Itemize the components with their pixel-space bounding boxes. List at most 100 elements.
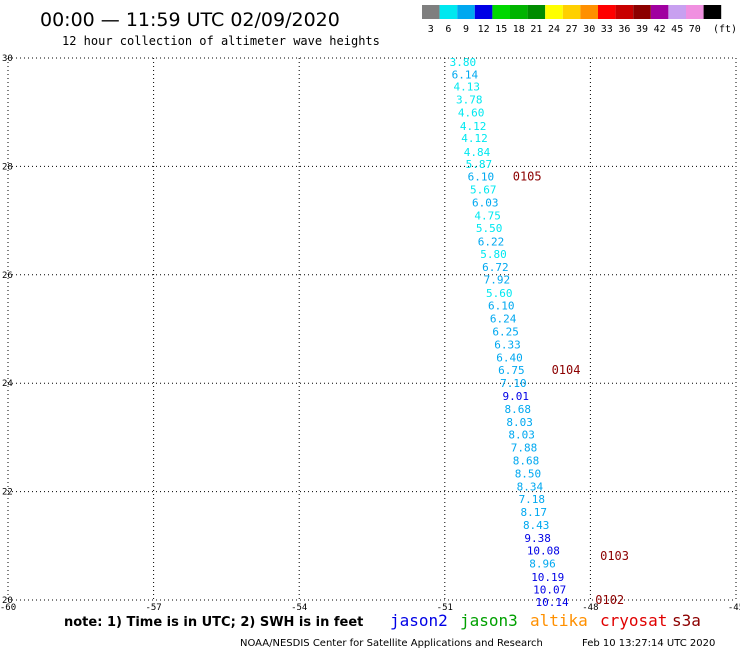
wave-height-label: 8.03 — [508, 429, 535, 442]
wave-height-label: 4.12 — [460, 120, 487, 133]
y-tick-label: 30 — [2, 54, 13, 64]
legend-swatch — [598, 5, 616, 19]
y-tick-label: 26 — [2, 271, 13, 281]
legend-swatch-label: 12 — [478, 24, 490, 35]
x-tick-label: -57 — [145, 603, 161, 613]
legend-swatch-label: 24 — [548, 24, 560, 35]
wave-height-label: 9.01 — [503, 390, 530, 403]
x-axis-ticks: -60 -57 -54 -51 -48 -45 — [0, 603, 740, 613]
wave-height-label: 6.14 — [452, 68, 479, 81]
legend-swatch — [562, 5, 581, 19]
wave-height-label: 7.18 — [519, 493, 546, 506]
legend-swatch — [615, 5, 634, 19]
wave-height-label: 8.03 — [506, 416, 533, 429]
legend-swatch — [457, 5, 475, 19]
wave-height-label: 6.10 — [488, 300, 514, 313]
satellite-name: altika — [530, 611, 588, 630]
wave-height-label: 6.03 — [472, 197, 499, 210]
wave-height-label: 4.13 — [454, 81, 481, 94]
y-tick-label: 28 — [2, 162, 13, 172]
legend-swatch-label: 70 — [689, 24, 701, 35]
wave-height-label: 4.60 — [458, 107, 485, 120]
wave-height-label: 9.38 — [524, 532, 551, 545]
legend-swatch — [650, 5, 669, 19]
x-tick-label: -45 — [728, 603, 740, 613]
color-scale-legend: 3 6 9 12 15 18 21 24 27 30 33 36 39 42 45 70 — [422, 5, 722, 35]
wave-height-label: 5.87 — [466, 158, 493, 171]
wave-height-label: 6.72 — [482, 261, 509, 274]
pass-id-label: 0104 — [552, 363, 581, 377]
satellite-name: jason2 — [390, 611, 448, 630]
wave-height-label: 10.07 — [533, 584, 566, 597]
legend-swatch-label: 33 — [601, 24, 613, 35]
wave-height-label: 8.34 — [517, 481, 544, 494]
wave-height-label: 3.78 — [456, 94, 483, 107]
chart-grid — [7, 57, 737, 601]
legend-swatch-label: 3 — [428, 24, 434, 35]
wave-height-label: 6.40 — [496, 352, 523, 365]
wave-height-label: 10.19 — [531, 571, 564, 584]
wave-height-label: 6.25 — [492, 326, 519, 339]
x-tick-label: -54 — [291, 603, 307, 613]
legend-swatch — [633, 5, 651, 19]
wave-height-label: 6.10 — [468, 171, 495, 184]
wave-height-label: 8.17 — [521, 506, 548, 519]
chart-subtitle: 12 hour collection of altimeter wave hei… — [62, 34, 380, 48]
satellite-name: jason3 — [460, 611, 518, 630]
pass-labels: 0105 0104 0103 0102 — [513, 170, 629, 607]
y-tick-label: 22 — [2, 488, 13, 498]
legend-swatch-label: 18 — [513, 24, 525, 35]
legend-swatch — [492, 5, 510, 19]
x-tick-label: -51 — [437, 603, 453, 613]
satellite-legend: jason2 jason3 altika cryosat s3a — [390, 611, 701, 630]
legend-swatch — [439, 5, 458, 19]
pass-id-label: 0105 — [513, 170, 542, 184]
wave-height-label: 4.75 — [474, 210, 501, 223]
wave-height-label: 8.50 — [515, 468, 542, 481]
legend-swatch — [580, 5, 598, 19]
legend-swatch — [527, 5, 546, 19]
legend-swatch — [703, 5, 722, 19]
wave-height-label: 5.50 — [476, 222, 503, 235]
wave-height-label: 4.12 — [461, 132, 488, 145]
pass-id-label: 0103 — [600, 549, 629, 563]
wave-height-label: 7.10 — [500, 377, 527, 390]
legend-swatch — [474, 5, 493, 19]
legend-swatch-label: 6 — [445, 24, 451, 35]
wave-height-label: 8.68 — [513, 455, 540, 468]
wave-height-label: 6.24 — [490, 313, 517, 326]
wave-height-points: 3.806.144.133.784.604.124.124.845.876.10… — [450, 56, 569, 609]
legend-swatch-label: 30 — [583, 24, 595, 35]
y-axis-ticks: 20 22 24 26 28 30 — [2, 54, 13, 606]
legend-swatch — [510, 5, 528, 19]
wave-height-label: 7.92 — [484, 274, 511, 287]
legend-swatch-label: 39 — [636, 24, 648, 35]
legend-swatch-label: 21 — [530, 24, 542, 35]
y-tick-label: 24 — [2, 379, 13, 389]
wave-height-label: 6.33 — [494, 339, 520, 352]
wave-height-label: 10.14 — [536, 596, 569, 609]
satellite-name: cryosat — [600, 611, 667, 630]
wave-height-label: 8.68 — [504, 403, 530, 416]
wave-height-label: 5.80 — [480, 248, 507, 261]
wave-height-label: 8.96 — [529, 558, 556, 571]
legend-swatch-label: 15 — [495, 24, 507, 35]
footer-credit: NOAA/NESDIS Center for Satellite Applica… — [240, 638, 543, 649]
legend-swatch — [668, 5, 686, 19]
x-tick-label: -48 — [582, 603, 598, 613]
legend-swatch-label: 27 — [566, 24, 578, 35]
pass-id-label: 0102 — [595, 593, 624, 607]
wave-height-label: 6.22 — [478, 236, 505, 249]
legend-swatch-label: 45 — [671, 24, 683, 35]
wave-height-label: 8.43 — [523, 519, 550, 532]
footer-note: note: 1) Time is in UTC; 2) SWH is in fe… — [64, 615, 363, 630]
x-tick-label: -60 — [0, 603, 16, 613]
wave-height-label: 6.75 — [498, 364, 524, 377]
footer-timestamp: Feb 10 13:27:14 UTC 2020 — [582, 638, 715, 649]
legend-swatch — [422, 5, 440, 19]
wave-height-label: 10.08 — [527, 545, 560, 558]
color-scale-unit: (ft) — [713, 24, 737, 35]
satellite-name: s3a — [672, 611, 701, 630]
legend-swatch — [686, 5, 704, 19]
